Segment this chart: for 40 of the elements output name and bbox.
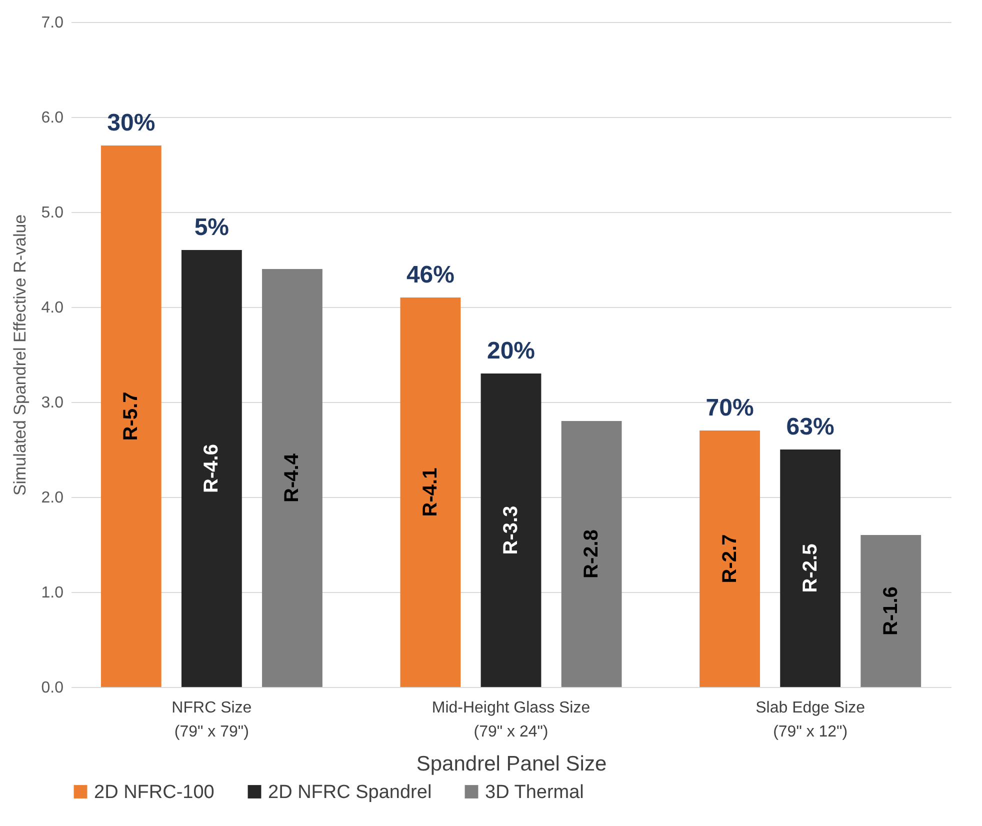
bar	[561, 421, 622, 687]
bar	[100, 146, 162, 687]
x-axis-title: Spandrel Panel Size	[416, 752, 607, 776]
bar	[262, 269, 322, 687]
y-tick-label: 1.0	[41, 584, 64, 602]
y-axis-title: Simulated Spandrel Effective R-value	[10, 214, 30, 496]
data-label: R-2.7	[718, 534, 741, 584]
data-label: R-2.8	[580, 530, 603, 578]
annotation: 5%	[194, 214, 230, 241]
y-tick-label: 3.0	[41, 394, 64, 412]
bar	[700, 430, 760, 687]
annotation: 30%	[107, 110, 156, 136]
bar	[780, 450, 841, 687]
data-label: R-4.1	[419, 468, 442, 517]
data-label: R-3.3	[500, 506, 522, 555]
data-label: R-4.4	[281, 452, 304, 502]
annotation: 46%	[406, 262, 454, 288]
data-label: R-4.6	[200, 444, 223, 493]
y-tick-label: 6.0	[41, 110, 64, 126]
data-label: R-2.5	[799, 544, 822, 593]
y-tick-label: 2.0	[41, 490, 64, 506]
x-tick-label: Mid-Height Glass Size (79" x 24")	[432, 700, 590, 740]
bar	[400, 298, 461, 687]
y-tick-label: 5.0	[41, 204, 64, 222]
data-label: R-5.7	[120, 392, 142, 441]
annotation: 20%	[486, 338, 536, 364]
data-label: R-1.6	[880, 586, 902, 636]
legend-label: 3D Thermal	[485, 782, 584, 803]
annotation: 70%	[706, 394, 754, 422]
x-tick-label: Slab Edge Size (79" x 12")	[756, 700, 866, 740]
x-tick-label: NFRC Size (79" x 79")	[172, 700, 252, 740]
y-tick-label: 0.0	[41, 680, 64, 696]
bar	[480, 374, 542, 687]
y-tick-label: 4.0	[41, 300, 64, 316]
legend-label: 2D NFRC-100	[94, 782, 214, 803]
annotation: 63%	[786, 414, 834, 440]
bar	[181, 250, 242, 687]
y-tick-label: 7.0	[41, 14, 64, 32]
bar	[860, 535, 922, 687]
legend-label: 2D NFRC Spandrel	[268, 782, 432, 803]
